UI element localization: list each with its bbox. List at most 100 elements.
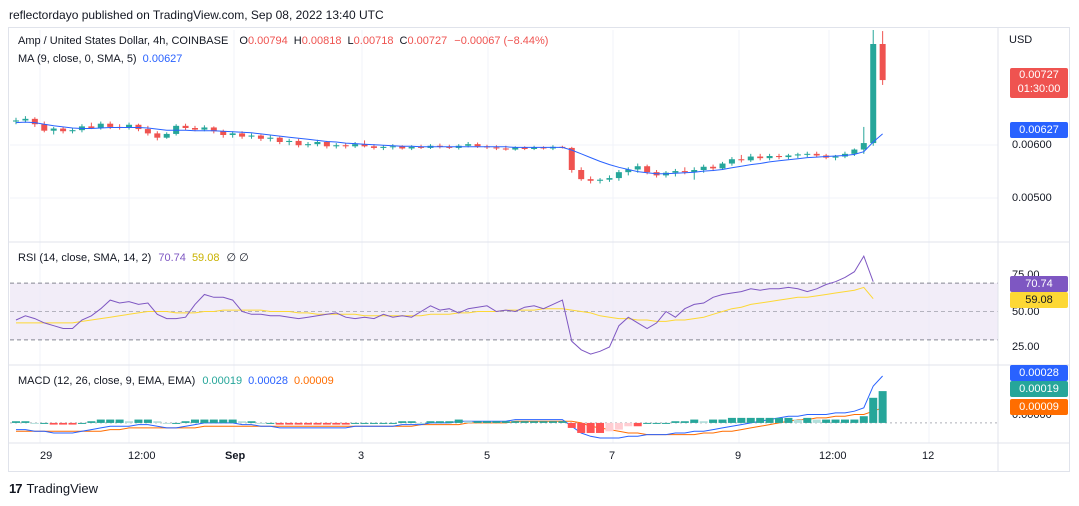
candle-body	[634, 166, 641, 170]
candle-body	[870, 44, 877, 144]
candle-body	[361, 144, 368, 147]
symbol-title: Amp / United States Dollar, 4h, COINBASE	[18, 35, 229, 47]
candle-body	[191, 128, 198, 130]
macd-histogram-bar	[379, 422, 388, 424]
ma-legend: MA (9, close, 0, SMA, 5) 0.00627	[18, 53, 182, 65]
candle-body	[465, 144, 472, 146]
candle-body	[719, 163, 726, 169]
rsi-line	[15, 254, 874, 355]
candle-body	[295, 140, 302, 146]
macd-histogram-bar	[341, 422, 350, 425]
macd-histogram-bar	[822, 419, 831, 423]
macd-histogram-bar	[596, 422, 605, 433]
macd-histogram-bar	[869, 397, 878, 423]
macd-histogram-bar	[548, 421, 557, 423]
macd-histogram-bar	[464, 421, 473, 423]
candle-body	[333, 145, 340, 147]
macd-histogram-bar	[87, 421, 96, 423]
macd-histogram-bar	[492, 421, 501, 423]
x-tick-5: 5	[484, 450, 491, 462]
rsi-label: RSI (14, close, SMA, 14, 2)	[18, 252, 152, 264]
macd-histogram-bar	[624, 422, 633, 427]
macd-histogram-bar	[567, 422, 576, 428]
macd-histogram-bar	[294, 422, 303, 425]
macd-histogram-bar	[266, 422, 275, 424]
macd-histogram-bar	[351, 422, 360, 424]
macd-histogram-bar	[680, 421, 689, 423]
high-value: 0.00818	[301, 35, 342, 47]
macd-histogram-bar	[530, 421, 539, 423]
candle-body	[747, 156, 754, 161]
candle-body	[267, 137, 274, 139]
candle-body	[69, 130, 76, 132]
close-label: C	[399, 35, 408, 47]
macd-histogram-bar	[59, 422, 68, 425]
macd-histogram-bar	[313, 422, 322, 425]
tradingview-logo-icon: 17	[9, 481, 23, 496]
candle-body	[220, 131, 227, 135]
macd-histogram-bar	[115, 419, 124, 423]
macd-histogram-bar	[247, 421, 256, 423]
x-tick-3: 3	[358, 450, 365, 462]
macd-histogram-bar	[661, 422, 670, 424]
macd-histogram-bar	[21, 421, 30, 423]
tradingview-brand[interactable]: 17 TradingView	[9, 481, 98, 496]
candle-body	[276, 137, 283, 142]
candle-body	[144, 129, 151, 134]
macd-histogram-bar	[398, 421, 407, 423]
macd-histogram-bar	[162, 422, 171, 424]
candle-body	[578, 170, 585, 180]
candle-body	[22, 118, 29, 121]
candle-body	[493, 147, 500, 149]
macd-histogram-bar	[322, 422, 331, 425]
high-label: H	[293, 35, 302, 47]
candle-body	[418, 146, 425, 148]
candle-body	[587, 179, 594, 181]
ma-label: MA (9, close, 0, SMA, 5)	[18, 53, 137, 65]
macd-histogram-bar	[172, 422, 181, 424]
candle-body	[710, 166, 717, 169]
price-tag: 0.00727 01:30:00	[1010, 68, 1068, 98]
macd-histogram-bar	[784, 417, 793, 423]
ma-value: 0.00627	[142, 53, 183, 65]
macd-signal-tag: 0.00009	[1010, 399, 1068, 415]
macd-histogram-bar	[304, 422, 313, 425]
publisher-caption: reflectordayo published on TradingView.c…	[9, 8, 384, 22]
macd-hist-value: 0.00019	[202, 375, 243, 387]
macd-histogram-bar	[417, 422, 426, 424]
candle-body	[691, 170, 698, 173]
candle-body	[681, 171, 688, 173]
candle-body	[352, 144, 359, 147]
candle-body	[832, 156, 839, 158]
candle-body	[201, 127, 208, 130]
x-tick-1200a: 12:00	[128, 450, 156, 462]
price-tick-0: 0.00600	[1012, 139, 1052, 151]
price-legend: Amp / United States Dollar, 4h, COINBASE…	[18, 35, 548, 47]
macd-histogram-bar	[143, 419, 152, 423]
macd-histogram-bar	[793, 419, 802, 423]
macd-histogram-bar	[718, 419, 727, 423]
x-tick-7: 7	[609, 450, 616, 462]
macd-histogram-bar	[577, 422, 586, 433]
macd-label: MACD (12, 26, close, 9, EMA, EMA)	[18, 375, 196, 387]
candle-body	[851, 149, 858, 154]
rsi-tick-50: 50.00	[1012, 306, 1040, 318]
x-tick-sep: Sep	[225, 450, 246, 462]
macd-histogram-bar	[812, 419, 821, 423]
macd-histogram-bar	[77, 422, 86, 424]
macd-histogram-bar	[426, 421, 435, 423]
candle-body	[399, 146, 406, 149]
macd-histogram-bar	[285, 422, 294, 425]
candle-body	[286, 140, 293, 142]
candle-body	[50, 128, 57, 131]
candle-body	[606, 178, 613, 180]
macd-histogram-bar	[106, 419, 115, 423]
candle-body	[804, 153, 811, 155]
macd-histogram-bar	[746, 417, 755, 423]
candle-body	[568, 147, 575, 170]
chart-frame	[8, 27, 1070, 472]
candle-body	[314, 142, 321, 145]
candle-body	[163, 133, 170, 138]
macd-histogram-bar	[690, 419, 699, 423]
